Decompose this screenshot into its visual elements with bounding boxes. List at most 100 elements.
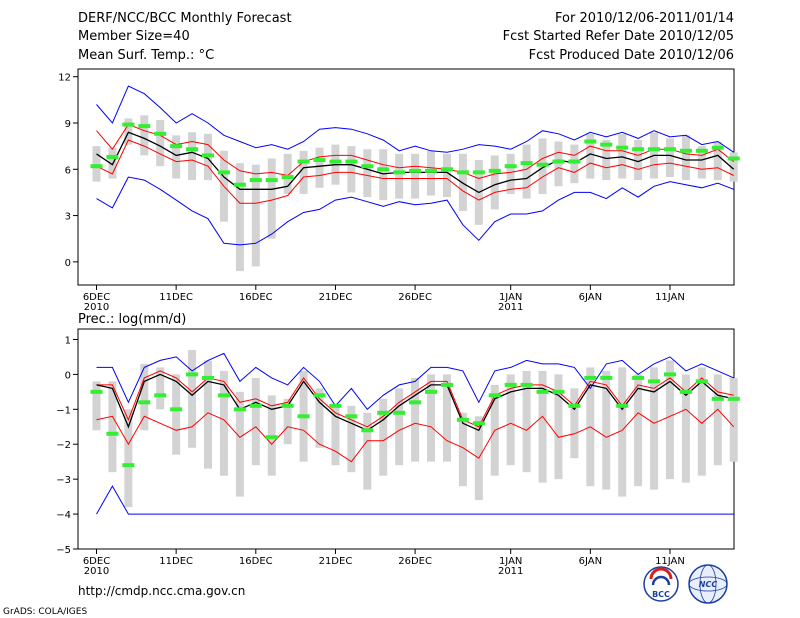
temp-maximum-line [96, 85, 734, 153]
temp-y-tick-label: 9 [65, 119, 71, 130]
temp-observed-mark [695, 148, 708, 153]
temperature-ensemble-boxes [92, 115, 738, 272]
prec-observed-mark [217, 393, 230, 398]
prec-observed-mark [186, 372, 199, 377]
prec-observed-mark [345, 414, 358, 419]
prec-observed-mark [456, 417, 469, 422]
temp-ensemble-box [522, 144, 531, 199]
temp-y-tick-label: 12 [58, 73, 71, 84]
prec-observed-mark [249, 403, 262, 408]
temp-observed-mark [648, 147, 661, 152]
temp-ensemble-box [729, 152, 738, 182]
temp-ensemble-box [235, 163, 244, 272]
temp-ensemble-box [172, 135, 181, 179]
temp-observed-mark [584, 139, 597, 144]
prec-x-tick-label: 26DEC [398, 556, 432, 567]
prec-y-tick-label: −1 [56, 405, 71, 416]
temp-observed-mark [281, 175, 294, 179]
temp-observed-mark [329, 159, 342, 164]
temp-observed-mark [313, 158, 326, 163]
prec-ensemble-box [713, 374, 722, 466]
temp-x-tick-label: 1JAN [499, 292, 522, 303]
prec-ensemble-box [634, 374, 643, 487]
prec-observed-mark [600, 375, 613, 380]
temp-lower-line [96, 139, 734, 204]
prec-observed-mark [377, 410, 390, 415]
temp-x-tick-label: 11DEC [159, 292, 193, 303]
temp-observed-mark [170, 144, 183, 149]
prec-ensemble-box [140, 363, 149, 431]
prec-ensemble-box [442, 374, 451, 462]
prec-observed-mark [297, 414, 310, 419]
prec-x-tick-label: 11DEC [159, 556, 193, 567]
temp-observed-mark [297, 159, 310, 164]
temp-ensemble-box [634, 139, 643, 181]
prec-ensemble-box [538, 370, 547, 483]
source-url[interactable]: http://cmdp.ncc.cma.gov.cn [78, 584, 245, 598]
temp-y-tick-label: 3 [65, 212, 71, 223]
ncc-logo-text: NCC [699, 580, 718, 589]
prec-minimum-line [96, 485, 734, 515]
prec-observed-mark [695, 379, 708, 384]
temp-observed-mark [440, 167, 453, 172]
temp-ensemble-box [681, 135, 690, 181]
prec-observed-mark [552, 389, 565, 394]
temp-y-tick-label: 0 [65, 258, 71, 269]
precip-panel-title: Prec.: log(mm/d) [78, 312, 186, 327]
prec-ensemble-box [124, 409, 133, 508]
prec-observed-mark [711, 396, 724, 401]
prec-observed-mark [616, 403, 629, 408]
prec-observed-mark [233, 407, 246, 412]
temp-x-year-label: 2011 [498, 302, 523, 313]
temp-observed-mark [106, 154, 119, 159]
temp-ensemble-box [124, 118, 133, 145]
precip-series-lines [96, 352, 735, 515]
temp-x-tick-label: 16DEC [239, 292, 273, 303]
bcc-logo-text: BCC [652, 590, 670, 599]
prec-ensemble-box [204, 360, 213, 469]
prec-observed-mark [409, 400, 422, 405]
prec-observed-mark [329, 403, 342, 408]
temp-observed-mark [711, 145, 724, 150]
temp-observed-mark [520, 161, 533, 166]
prec-mean-line [96, 373, 734, 432]
prec-observed-mark [472, 421, 485, 426]
temp-observed-mark [202, 153, 215, 158]
temp-observed-mark [504, 164, 517, 169]
prec-ensemble-box [331, 405, 340, 466]
temp-observed-mark [616, 145, 629, 150]
prec-x-tick-label: 16DEC [239, 556, 273, 567]
prec-observed-mark [154, 393, 167, 398]
prec-observed-mark [504, 382, 517, 387]
prec-ensemble-box [570, 388, 579, 459]
prec-ensemble-box [697, 367, 706, 476]
temp-observed-mark [138, 124, 151, 129]
temp-x-year-label: 2010 [84, 302, 109, 313]
temp-observed-mark [90, 164, 103, 169]
temp-ensemble-box [379, 149, 388, 201]
temp-ensemble-box [506, 153, 515, 194]
ncc-logo-meridian [699, 564, 717, 604]
forecast-produced-date: Fcst Produced Date 2010/12/06 [529, 48, 734, 63]
member-size: Member Size=40 [78, 29, 190, 44]
ncc-logo: NCC [688, 564, 728, 604]
temp-ensemble-box [251, 164, 260, 267]
prec-observed-mark [488, 393, 501, 398]
prec-observed-mark [202, 375, 215, 380]
temp-x-tick-label: 6DEC [83, 292, 110, 303]
prec-observed-mark [170, 407, 183, 412]
prec-observed-mark [520, 382, 533, 387]
temp-observed-mark [233, 182, 246, 187]
temp-ensemble-box [411, 153, 420, 199]
temp-observed-mark [249, 178, 262, 183]
forecast-period: For 2010/12/06-2011/01/14 [555, 11, 734, 26]
prec-observed-mark [727, 396, 740, 401]
prec-ensemble-box [602, 370, 611, 490]
prec-ensemble-box [395, 388, 404, 466]
prec-observed-mark [584, 375, 597, 380]
temp-observed-mark [393, 170, 406, 175]
temp-ensemble-box [697, 146, 706, 179]
prec-observed-mark [313, 393, 326, 398]
